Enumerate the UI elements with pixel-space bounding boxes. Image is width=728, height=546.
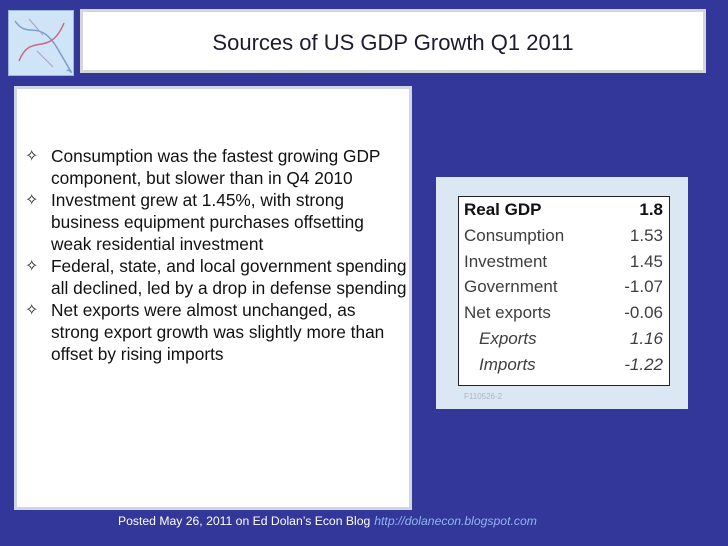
- table-row-real-gdp: Real GDP 1.8: [459, 197, 669, 223]
- blog-logo-image: [8, 10, 74, 76]
- logo-scribble-icon: [9, 11, 73, 75]
- slide-title: Sources of US GDP Growth Q1 2011: [212, 30, 574, 55]
- row-label: Real GDP: [464, 200, 542, 219]
- row-label: Net exports: [464, 303, 551, 323]
- table-row-exports: Exports 1.16: [459, 326, 669, 352]
- bullet-text: Federal, state, and local government spe…: [51, 256, 407, 298]
- row-value: 1.16: [629, 328, 663, 348]
- table-row-government: Government -1.07: [459, 274, 669, 300]
- bullet-item: ✧ Consumption was the fastest growing GD…: [23, 145, 407, 189]
- table-watermark: F110526-2: [464, 392, 503, 401]
- row-label: Government: [464, 277, 558, 297]
- row-value: 1.45: [629, 251, 663, 271]
- row-value: 1.8: [639, 200, 663, 219]
- four-point-star-outline-icon: ✧: [25, 258, 39, 275]
- bullet-list: ✧ Consumption was the fastest growing GD…: [23, 145, 407, 365]
- gdp-table-panel: Real GDP 1.8 Consumption 1.53 Investment…: [436, 177, 688, 409]
- bullet-item: ✧ Investment grew at 1.45%, with strong …: [23, 189, 407, 255]
- footer-text: Posted May 26, 2011 on Ed Dolan’s Econ B…: [118, 514, 371, 528]
- row-label: Exports: [479, 328, 537, 348]
- bullet-text: Net exports were almost unchanged, as st…: [51, 300, 385, 364]
- bullet-text: Consumption was the fastest growing GDP …: [51, 146, 381, 188]
- table-row-imports: Imports -1.22: [459, 352, 669, 378]
- table-row-consumption: Consumption 1.53: [459, 223, 669, 249]
- row-value: -1.07: [624, 277, 663, 297]
- row-value: -1.22: [624, 354, 663, 374]
- four-point-star-outline-icon: ✧: [25, 302, 39, 319]
- bullet-item: ✧ Federal, state, and local government s…: [23, 255, 407, 299]
- bullet-content-box: ✧ Consumption was the fastest growing GD…: [14, 86, 412, 510]
- row-value: 1.53: [629, 225, 663, 245]
- table-row-net-exports: Net exports -0.06: [459, 300, 669, 326]
- table-row-investment: Investment 1.45: [459, 249, 669, 275]
- footer-url-link[interactable]: http://dolanecon.blogspot.com: [374, 514, 537, 528]
- slide-title-box: Sources of US GDP Growth Q1 2011: [80, 9, 706, 73]
- four-point-star-outline-icon: ✧: [25, 192, 39, 209]
- row-label: Imports: [479, 354, 536, 374]
- row-value: -0.06: [624, 303, 663, 323]
- four-point-star-outline-icon: ✧: [25, 148, 39, 165]
- bullet-item: ✧ Net exports were almost unchanged, as …: [23, 299, 407, 365]
- bullet-text: Investment grew at 1.45%, with strong bu…: [51, 190, 364, 254]
- gdp-table: Real GDP 1.8 Consumption 1.53 Investment…: [458, 196, 670, 386]
- row-label: Investment: [464, 251, 548, 271]
- row-label: Consumption: [464, 225, 565, 245]
